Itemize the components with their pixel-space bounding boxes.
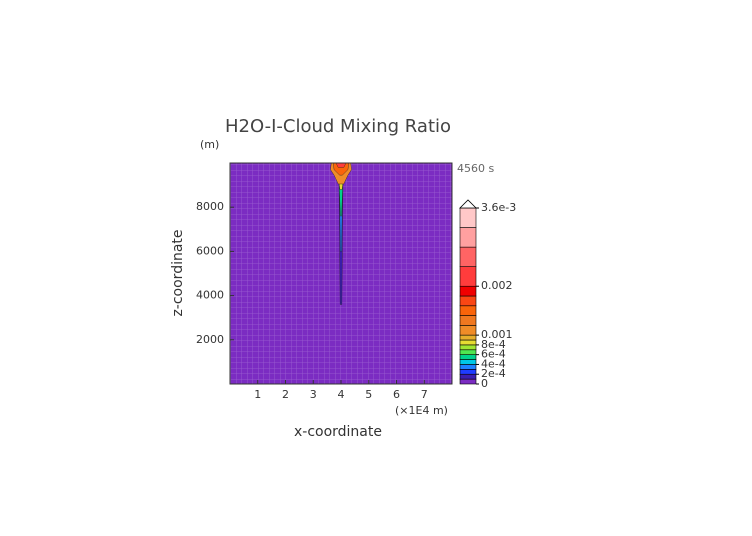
colorbar-segment <box>459 227 477 248</box>
colorbar-segment <box>459 246 477 267</box>
plot-area: 1 2 3 4 5 6 7 2000 4000 6000 8000 <box>196 162 453 401</box>
colorbar-tick-label: 0 <box>481 377 488 390</box>
colorbar-tick-label: 4e-4 <box>481 357 506 370</box>
colorbar-segment <box>459 339 477 346</box>
y-unit: (m) <box>200 138 219 151</box>
colorbar-segment <box>459 344 477 351</box>
colorbar-segment <box>459 295 477 307</box>
x-tick-label: 4 <box>338 388 345 401</box>
x-tick-label: 7 <box>421 388 428 401</box>
colorbar-segment <box>459 354 477 360</box>
time-label: 4560 s <box>457 162 494 175</box>
x-tick-label: 6 <box>393 388 400 401</box>
colorbar-segment <box>459 305 477 316</box>
colorbar-segment <box>459 315 477 326</box>
y-tick-label: 8000 <box>196 200 224 213</box>
x-tick-label: 3 <box>310 388 317 401</box>
x-tick-label: 2 <box>282 388 289 401</box>
colorbar-segment <box>459 207 477 228</box>
colorbar-tick-label: 0.002 <box>481 279 513 292</box>
colorbar-tick-label: 8e-4 <box>481 338 506 351</box>
colorbar-segment <box>459 325 477 336</box>
y-tick-label: 6000 <box>196 244 224 257</box>
x-axis-label: x-coordinate <box>294 424 382 440</box>
y-tick-label: 4000 <box>196 289 224 302</box>
colorbar-tick-label: 6e-4 <box>481 348 506 361</box>
colorbar-segment <box>459 285 477 297</box>
colorbar-segment <box>459 378 477 385</box>
colorbar-tick-label: 2e-4 <box>481 367 506 380</box>
colorbar-segment <box>459 349 477 355</box>
chart-title: H2O-I-Cloud Mixing Ratio <box>225 116 451 137</box>
y-tick-label: 2000 <box>196 333 224 346</box>
colorbar-segment <box>459 266 477 287</box>
x-tick-label: 1 <box>254 388 261 401</box>
colorbar-segment <box>459 369 477 375</box>
colorbar-segment <box>459 364 477 370</box>
colorbar: 02e-44e-46e-48e-40.001 0.002 3.6e-3 <box>459 199 516 390</box>
colorbar-extension <box>459 199 477 209</box>
colorbar-tick-label: 0.001 <box>481 328 513 341</box>
colorbar-segment <box>459 359 477 365</box>
x-unit: (×1E4 m) <box>395 404 448 417</box>
colorbar-segment <box>459 373 477 380</box>
y-axis-label: z-coordinate <box>170 229 186 316</box>
colorbar-segment <box>459 334 477 341</box>
x-tick-label: 5 <box>365 388 372 401</box>
colorbar-tick-label: 3.6e-3 <box>481 201 516 214</box>
